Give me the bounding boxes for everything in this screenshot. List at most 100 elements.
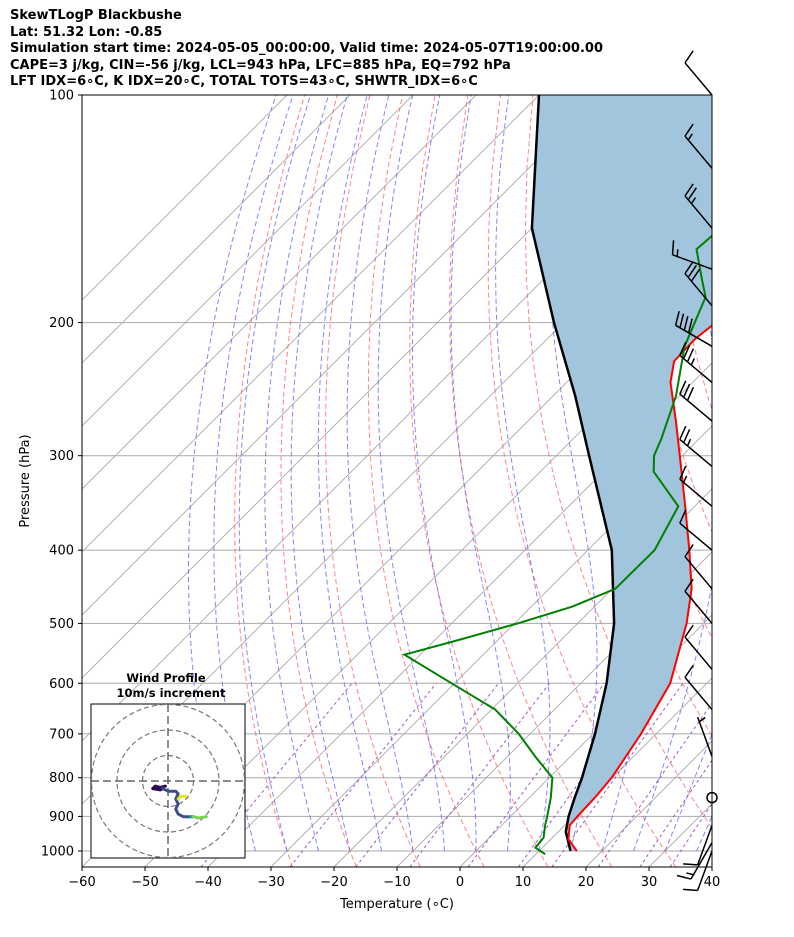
mixing-ratio-line xyxy=(409,682,550,867)
axes: −60 −50 −40 −30 −20 −10 0 10 20 30 40 100 200 300 400 5… xyxy=(41,89,720,891)
hodograph-segment xyxy=(192,815,208,820)
wind-profile-inset xyxy=(90,703,246,859)
barb-shaft xyxy=(696,850,713,891)
wind-barb xyxy=(684,183,713,229)
x-tick-label: 20 xyxy=(578,875,595,890)
mixing-ratio-line xyxy=(289,682,437,867)
barb-shaft xyxy=(684,556,713,590)
barb-flag xyxy=(687,187,697,201)
hodograph-segment xyxy=(176,794,188,801)
x-tick-label: 30 xyxy=(641,875,658,890)
barb-flag xyxy=(684,261,694,274)
dry-adiabat xyxy=(324,95,421,867)
barb-half-flag xyxy=(690,197,697,205)
barb-flag xyxy=(684,624,694,638)
moist-adiabat xyxy=(317,95,382,852)
isotherm xyxy=(82,95,477,490)
barb-flag xyxy=(676,874,692,880)
barb-flag xyxy=(683,888,698,892)
moist-adiabat xyxy=(412,95,477,851)
dry-adiabat xyxy=(409,95,549,867)
moist-adiabat xyxy=(664,732,712,852)
moist-adiabat xyxy=(633,95,712,852)
wind-barb xyxy=(679,425,713,468)
inset-title: Wind Profile xyxy=(126,671,206,685)
barb-flag xyxy=(687,318,693,333)
barb-flag xyxy=(682,383,691,398)
wind-barb xyxy=(684,578,713,624)
barb-flag xyxy=(683,316,689,331)
profile-lines xyxy=(401,95,712,856)
isotherm xyxy=(396,551,712,867)
x-tick-label: 10 xyxy=(515,875,532,890)
barb-half-flag xyxy=(698,716,706,723)
wind-barb xyxy=(679,341,713,384)
wind-barb xyxy=(684,664,713,711)
cape-fill xyxy=(531,95,712,851)
isotherm xyxy=(82,95,288,301)
y-tick-label: 800 xyxy=(49,771,74,786)
dry-adiabat xyxy=(367,95,485,867)
hodograph-segment xyxy=(151,784,167,792)
barb-shaft xyxy=(696,825,713,866)
wind-barb xyxy=(683,825,713,866)
wind-barb xyxy=(684,50,713,96)
barb-shaft xyxy=(675,324,713,347)
moist-adiabat xyxy=(547,95,598,852)
barb-flag xyxy=(686,348,695,363)
barb-flag xyxy=(679,465,687,480)
hodograph-segment xyxy=(161,787,193,819)
moist-adiabat xyxy=(450,95,511,852)
wind-barb xyxy=(696,716,713,757)
x-tick-label: −40 xyxy=(194,875,221,890)
dry-adiabat xyxy=(524,95,712,829)
y-tick-label: 300 xyxy=(49,449,74,464)
x-axis-label: Temperature (∘C) xyxy=(339,897,454,912)
barb-shaft xyxy=(679,438,713,468)
inset-plot xyxy=(91,704,245,858)
y-axis-label: Pressure (hPa) xyxy=(18,434,33,527)
moist-adiabat xyxy=(377,95,445,852)
wind-barbs xyxy=(671,50,718,892)
barb-flag xyxy=(684,544,694,558)
x-tick-label: −10 xyxy=(383,875,410,890)
simulation-times: Simulation start time: 2024-05-05_00:00:… xyxy=(10,41,603,56)
isotherm xyxy=(333,488,712,867)
barb-half-flag xyxy=(676,249,679,257)
station-title: SkewTLogP Blackbushe xyxy=(10,8,182,23)
moist-adiabat xyxy=(495,95,551,852)
barb-half-flag xyxy=(686,872,694,876)
dry-adiabat xyxy=(449,95,613,867)
wind-barb xyxy=(679,380,713,422)
wind-barb xyxy=(676,842,713,880)
barb-shaft xyxy=(684,195,713,229)
barb-half-flag xyxy=(690,358,695,366)
chart-header: SkewTLogP Blackbushe Lat: 51.32 Lon: -0.… xyxy=(10,8,603,91)
dry-adiabat xyxy=(280,95,357,867)
barb-shaft xyxy=(684,135,713,169)
x-tick-label: −60 xyxy=(68,875,95,890)
moist-adiabat xyxy=(290,95,351,852)
barb-flag xyxy=(679,341,687,356)
barb-flag xyxy=(686,386,695,401)
barb-shaft xyxy=(679,478,713,507)
barb-flag xyxy=(679,380,687,395)
moist-adiabat xyxy=(213,95,294,852)
dry-adiabat xyxy=(761,95,794,867)
barb-shaft xyxy=(696,716,713,757)
barb-shaft xyxy=(690,842,713,880)
wind-barb xyxy=(683,850,713,892)
mixing-ratio-line xyxy=(467,683,605,867)
barb-flag xyxy=(679,313,685,328)
station-location: Lat: 51.32 Lon: -0.85 xyxy=(10,24,163,40)
barb-flag xyxy=(684,664,694,678)
mixing-ratio-line xyxy=(669,802,712,867)
cape-region xyxy=(531,95,712,851)
wind-barb xyxy=(679,509,713,551)
y-tick-label: 700 xyxy=(49,727,74,742)
barb-flag xyxy=(684,183,694,197)
barb-flag xyxy=(671,240,675,255)
y-tick-label: 400 xyxy=(49,544,74,559)
barb-half-flag xyxy=(682,475,688,483)
y-tick-label: 100 xyxy=(49,89,74,104)
